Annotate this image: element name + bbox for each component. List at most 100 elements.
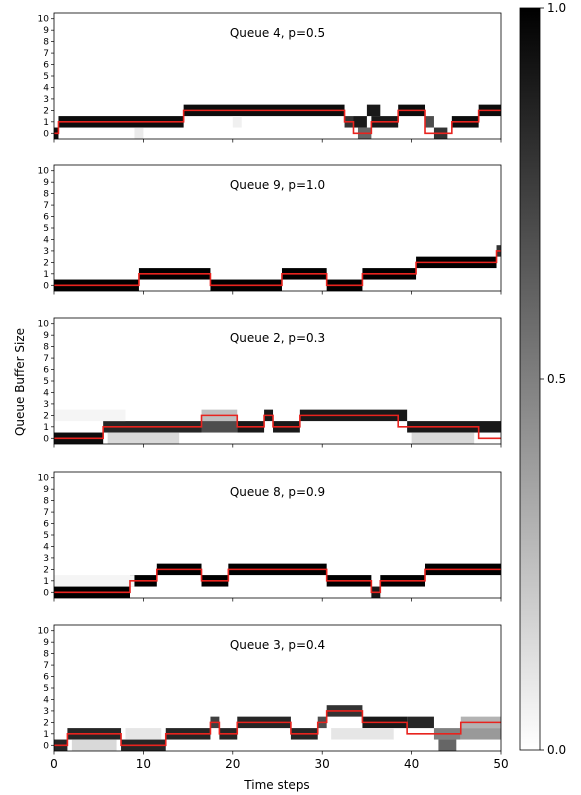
- y-tick-label: 1: [43, 577, 49, 587]
- y-tick-label: 0: [43, 129, 49, 139]
- y-tick-label: 8: [43, 497, 49, 507]
- y-tick-label: 1: [43, 118, 49, 128]
- queue-line: [54, 250, 501, 287]
- y-tick-label: 9: [43, 26, 49, 36]
- y-tick-label: 5: [43, 531, 49, 541]
- y-tick-label: 10: [38, 627, 50, 637]
- y-axis-label: Queue Buffer Size: [13, 328, 27, 436]
- y-tick-label: 3: [43, 554, 49, 564]
- y-tick-label: 8: [43, 343, 49, 353]
- heat-cell: [460, 728, 501, 740]
- x-tick-label: 20: [225, 757, 240, 771]
- y-tick-label: 1: [43, 270, 49, 280]
- y-tick-label: 5: [43, 377, 49, 387]
- y-tick-label: 7: [43, 354, 49, 364]
- y-tick-label: 10: [38, 167, 50, 177]
- y-tick-label: 10: [38, 15, 50, 25]
- y-tick-label: 0: [43, 434, 49, 444]
- queue-line: [54, 414, 501, 440]
- panel: 01 23 456 78 910 Queue 8, p=0.9: [38, 471, 502, 602]
- heat-cell: [331, 728, 394, 740]
- y-tick-label: 9: [43, 331, 49, 341]
- y-tick-label: 4: [43, 388, 49, 398]
- x-tick-label: 10: [136, 757, 151, 771]
- y-tick-label: 2: [43, 718, 49, 728]
- y-tick-label: 8: [43, 190, 49, 200]
- y-tick-label: 1: [43, 423, 49, 433]
- y-tick-label: 1: [43, 730, 49, 740]
- heat-cell: [232, 116, 242, 128]
- y-tick-label: 4: [43, 542, 49, 552]
- heat-cell: [107, 432, 180, 444]
- y-tick-label: 5: [43, 224, 49, 234]
- heat-cell: [366, 104, 381, 117]
- y-tick-label: 5: [43, 72, 49, 82]
- panel-title: Queue 4, p=0.5: [230, 26, 325, 40]
- panel-title: Queue 8, p=0.9: [230, 485, 325, 499]
- heat-cell: [125, 728, 162, 740]
- heat-cell: [54, 409, 126, 422]
- y-tick-label: 2: [43, 565, 49, 575]
- y-tick-label: 9: [43, 638, 49, 648]
- y-tick-label: 7: [43, 661, 49, 671]
- queue-line: [54, 568, 501, 594]
- y-tick-label: 7: [43, 508, 49, 518]
- heat-cell: [71, 739, 117, 751]
- y-tick-label: 3: [43, 707, 49, 717]
- y-tick-label: 3: [43, 247, 49, 257]
- colorbar-gradient: [519, 7, 541, 751]
- queue-line: [54, 710, 501, 747]
- panel: 01 23 456 78 910 Queue 2, p=0.3: [38, 317, 502, 448]
- x-axis-label: Time steps: [243, 778, 309, 792]
- y-tick-label: 8: [43, 38, 49, 48]
- y-tick-label: 6: [43, 366, 49, 376]
- y-tick-label: 9: [43, 178, 49, 188]
- y-tick-label: 2: [43, 258, 49, 268]
- y-tick-label: 6: [43, 61, 49, 71]
- panel-title: Queue 2, p=0.3: [230, 331, 325, 345]
- y-tick-label: 6: [43, 520, 49, 530]
- colorbar: 0.0 0.5 1.0: [519, 1, 566, 757]
- heat-cell: [425, 116, 434, 128]
- panel-title: Queue 3, p=0.4: [230, 638, 325, 652]
- panel: 01 23 456 78 910 Queue 9, p=1.0: [38, 164, 502, 295]
- colorbar-tick-label: 0.0: [547, 743, 566, 757]
- y-tick-label: 6: [43, 213, 49, 223]
- y-tick-label: 3: [43, 400, 49, 410]
- plot-area: [54, 165, 501, 291]
- heat-cell: [353, 116, 367, 128]
- y-tick-label: 4: [43, 83, 49, 93]
- x-tick-label: 40: [404, 757, 419, 771]
- y-tick-label: 3: [43, 95, 49, 105]
- y-tick-label: 4: [43, 235, 49, 245]
- panel-title: Queue 9, p=1.0: [230, 178, 325, 192]
- queue-line: [54, 109, 501, 135]
- heat-cell: [411, 432, 475, 444]
- heat-cell: [407, 716, 434, 729]
- y-tick-label: 10: [38, 474, 50, 484]
- y-tick-label: 5: [43, 684, 49, 694]
- heat-cell: [438, 739, 457, 751]
- heat-cell: [134, 127, 144, 139]
- colorbar-tick-label: 1.0: [547, 1, 566, 15]
- x-tick-label: 50: [493, 757, 508, 771]
- y-tick-label: 6: [43, 673, 49, 683]
- y-tick-label: 0: [43, 588, 49, 598]
- heat-cell: [54, 575, 135, 587]
- y-tick-label: 2: [43, 411, 49, 421]
- x-tick-label: 30: [315, 757, 330, 771]
- y-tick-label: 9: [43, 485, 49, 495]
- y-tick-label: 10: [38, 320, 50, 330]
- y-tick-label: 0: [43, 281, 49, 291]
- heat-cell: [201, 421, 238, 433]
- y-tick-label: 7: [43, 49, 49, 59]
- x-tick-label: 0: [50, 757, 58, 771]
- y-tick-label: 0: [43, 741, 49, 751]
- y-tick-label: 2: [43, 106, 49, 116]
- y-tick-label: 8: [43, 650, 49, 660]
- colorbar-tick-label: 0.5: [547, 372, 566, 386]
- y-tick-label: 4: [43, 695, 49, 705]
